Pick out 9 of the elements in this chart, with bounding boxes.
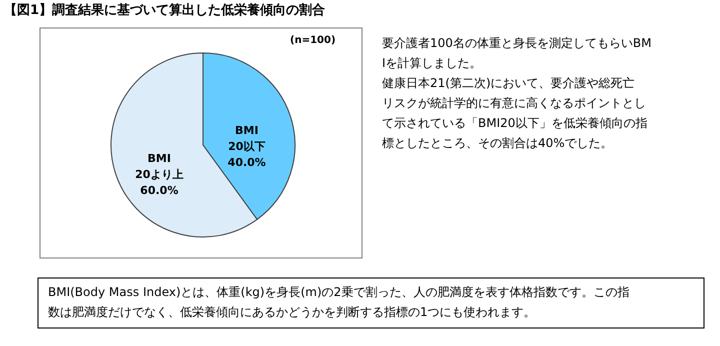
data-label: 60.0% — [140, 184, 178, 198]
text: BMI(Body Mass Index)とは、体重(kg)を身長(m)の2乗で割った、人の肥満度を表す体格指数です。この指数は肥満度だけでなく、低栄養傾向にあるかどうかを判断する指標の1つにも使われます。 — [48, 285, 630, 319]
text: 健康日本21(第二次)において、要介護や総死亡リスクが統計学的に有意に高くなるポイントとして示されている「BMI20以下」を低栄養傾向の指標としたところ、その割合は40%でした。 — [382, 76, 648, 150]
data-label: 40.0% — [228, 156, 266, 169]
text: (n=100) — [290, 35, 336, 46]
slice-label: BMI 20以下 — [228, 124, 266, 153]
chart-title: 【図1】調査結果に基づいて算出した低栄養傾向の割合 — [4, 2, 326, 18]
text: 要介護者100名の体重と身長を測定してもらいBMIを計算しました。 — [382, 36, 652, 70]
slice-label: BMI 20より上 — [135, 152, 184, 182]
